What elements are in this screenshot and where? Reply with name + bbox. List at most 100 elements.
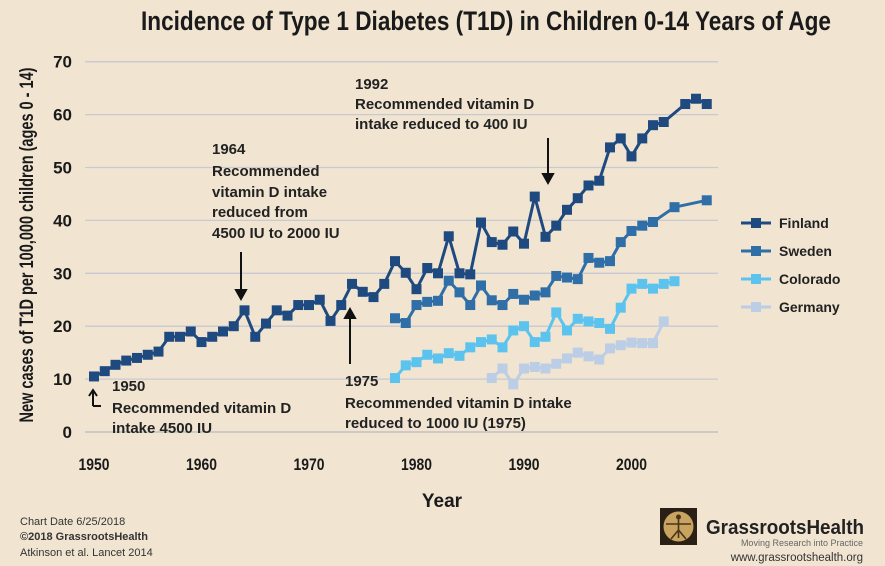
legend-item-finland: Finland — [741, 215, 829, 231]
sweden-point — [465, 300, 476, 311]
finland-point — [508, 226, 519, 237]
germany-point — [626, 337, 637, 348]
sweden-point — [454, 287, 465, 298]
y-tick-label: 40 — [53, 211, 72, 230]
colorado-point — [615, 302, 626, 313]
sweden-point — [583, 252, 594, 263]
finland-point — [529, 191, 540, 202]
finland-point — [89, 371, 99, 382]
finland-point — [658, 117, 669, 128]
legend-swatch-marker — [751, 246, 761, 256]
annotation-1992-line: Recommended vitamin D — [355, 96, 534, 113]
x-tick-label: 1960 — [186, 455, 217, 474]
x-tick-label: 1950 — [79, 455, 110, 474]
germany-point — [572, 347, 583, 358]
annotation-1992-year: 1992 — [355, 76, 388, 93]
finland-point — [422, 263, 433, 274]
sweden-point — [562, 272, 572, 283]
sweden-point — [422, 296, 433, 307]
colorado-point — [476, 337, 486, 348]
finland-point — [99, 366, 110, 377]
finland-point — [615, 133, 626, 144]
x-tick-label: 2000 — [616, 455, 647, 474]
legend-label: Colorado — [779, 271, 840, 287]
y-tick-label: 50 — [53, 159, 72, 178]
finland-point — [454, 268, 465, 279]
finland-point — [540, 231, 551, 242]
colorado-point — [454, 350, 465, 361]
sweden-point — [443, 275, 454, 286]
annotation-1992-arrow — [541, 138, 555, 186]
finland-point — [314, 294, 325, 305]
annotation-1964-line: 4500 IU to 2000 IU — [212, 225, 340, 242]
y-tick-label: 70 — [53, 53, 72, 72]
germany-point — [497, 363, 508, 374]
legend-label: Finland — [779, 215, 829, 231]
finland-point — [271, 305, 282, 316]
sweden-point — [572, 274, 583, 285]
annotation-1975-line: reduced to 1000 IU (1975) — [345, 415, 526, 432]
y-tick-label: 10 — [53, 370, 72, 389]
colorado-point — [411, 357, 422, 368]
annotation-1964-line: Recommended — [212, 163, 320, 180]
annotation-1975-year: 1975 — [345, 373, 378, 390]
series-germany — [486, 316, 669, 390]
finland-point — [691, 93, 701, 104]
colorado-point — [486, 334, 497, 345]
finland-point — [379, 278, 390, 289]
sweden-point — [615, 237, 626, 248]
legend-item-sweden: Sweden — [741, 243, 832, 259]
finland-point — [142, 349, 153, 360]
germany-point — [486, 373, 497, 384]
finland-point — [261, 318, 271, 329]
colorado-point — [519, 321, 529, 332]
germany-point — [615, 340, 626, 351]
finland-point — [519, 238, 529, 249]
sweden-point — [400, 318, 411, 329]
finland-point — [196, 337, 207, 348]
source-citation: Atkinson et al. Lancet 2014 — [20, 547, 153, 559]
y-tick-label: 20 — [53, 317, 72, 336]
germany-point — [529, 361, 540, 372]
chart-date: Chart Date 6/25/2018 — [20, 516, 125, 528]
finland-point — [583, 180, 594, 191]
finland-point — [325, 315, 336, 326]
germany-point — [594, 354, 605, 365]
finland-point — [185, 326, 196, 337]
annotation-1975-arrow — [343, 306, 357, 364]
series-group — [89, 93, 712, 390]
finland-point — [132, 352, 142, 363]
sweden-point — [390, 313, 400, 324]
sweden-point — [551, 270, 562, 281]
finland-point — [594, 175, 605, 186]
annotation-1975-line: Recommended vitamin D intake — [345, 395, 572, 412]
arrow-1950-head — [88, 388, 98, 397]
colorado-point — [400, 360, 411, 371]
y-tick-labels: 0 10 20 30 40 50 60 70 — [53, 53, 72, 442]
annotation-1950-line: intake 4500 IU — [112, 420, 212, 437]
logo-tagline: Moving Research into Practice — [741, 538, 863, 548]
sweden-point — [626, 225, 637, 236]
sweden-point — [433, 295, 443, 306]
legend-swatch-marker — [751, 274, 761, 284]
legend-label: Sweden — [779, 243, 832, 259]
germany-point — [605, 343, 615, 354]
finland-point — [701, 99, 712, 110]
finland-point — [110, 359, 121, 370]
finland-point — [282, 310, 293, 321]
x-tick-label: 1980 — [401, 455, 432, 474]
annotation-1964-arrow — [234, 252, 248, 302]
finland-point — [486, 237, 497, 248]
colorado-point — [529, 337, 540, 348]
sweden-point — [637, 220, 648, 231]
colorado-point — [572, 313, 583, 324]
sweden-point — [411, 300, 422, 311]
colorado-point — [658, 278, 669, 289]
finland-point — [368, 292, 379, 303]
legend-swatch-marker — [751, 218, 761, 228]
finland-point — [293, 300, 304, 311]
finland-point — [680, 99, 691, 110]
finland-point — [153, 346, 164, 357]
sweden-point — [497, 300, 508, 311]
annotation-1964-line: vitamin D intake — [212, 184, 327, 201]
